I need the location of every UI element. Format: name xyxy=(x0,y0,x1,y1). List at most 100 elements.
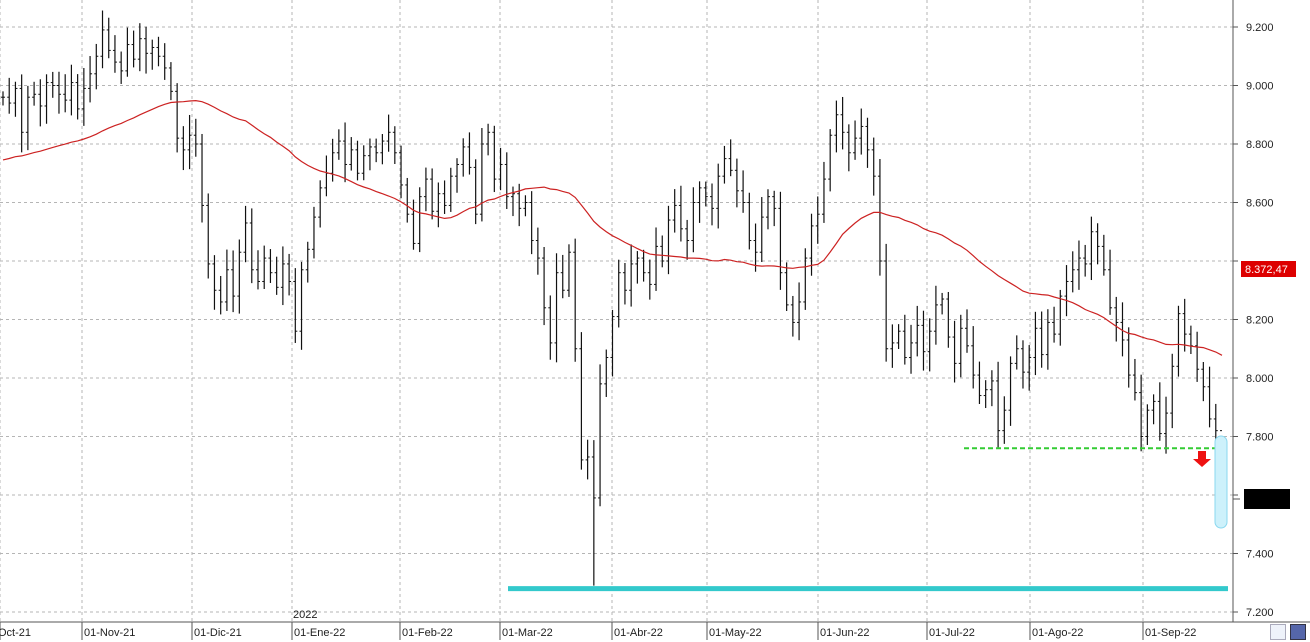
ohlc-bar xyxy=(722,145,727,184)
ohlc-bar xyxy=(710,183,715,226)
ohlc-bar xyxy=(299,261,304,350)
ohlc-bar xyxy=(162,43,167,80)
ohlc-bar xyxy=(417,187,422,253)
ohlc-bar xyxy=(374,138,379,163)
ohlc-bar xyxy=(759,197,764,263)
ohlc-bar xyxy=(741,170,746,213)
ohlc-bar xyxy=(1014,335,1019,370)
ohlc-bar xyxy=(492,125,497,193)
ohlc-bar xyxy=(1126,327,1131,388)
ohlc-bar xyxy=(25,85,30,151)
ohlc-bar xyxy=(1020,340,1025,389)
ohlc-bar xyxy=(63,74,68,113)
ohlc-bar xyxy=(231,250,236,313)
ohlc-bar xyxy=(1132,358,1137,401)
ohlc-bar xyxy=(604,349,609,397)
save-icon[interactable] xyxy=(1290,624,1306,640)
ohlc-bar xyxy=(579,332,584,470)
ohlc-bar xyxy=(75,74,80,120)
ohlc-bar xyxy=(685,219,690,260)
ohlc-bar xyxy=(915,305,920,357)
ohlc-bar xyxy=(697,181,702,223)
ohlc-bar xyxy=(212,255,217,310)
ohlc-bar xyxy=(411,199,416,250)
ohlc-bar xyxy=(1114,296,1119,342)
ohlc-bar xyxy=(1095,223,1100,265)
ohlc-bar xyxy=(436,182,441,228)
ohlc-bar xyxy=(311,206,316,259)
ohlc-bar xyxy=(554,253,559,363)
ohlc-bar xyxy=(884,243,889,362)
ohlc-bar xyxy=(1108,249,1113,315)
ohlc-bar xyxy=(336,129,341,160)
y-tick-label: 8.200 xyxy=(1246,315,1274,327)
toolbar xyxy=(1270,624,1306,640)
grid-lines xyxy=(0,0,1233,622)
ohlc-bar xyxy=(44,74,49,124)
ohlc-bar xyxy=(616,259,621,328)
ohlc-bar xyxy=(691,187,696,253)
ohlc-bar xyxy=(859,108,864,155)
ohlc-bar xyxy=(566,244,571,297)
ohlc-bar xyxy=(7,77,12,114)
ohlc-bar xyxy=(890,324,895,368)
ohlc-bar xyxy=(349,137,354,171)
x-tick-label: 01-Jul-22 xyxy=(929,627,975,639)
ohlc-bar xyxy=(660,235,665,268)
x-tick-label: 01-Abr-22 xyxy=(614,627,663,639)
ohlc-bar xyxy=(187,114,192,170)
y-tick-label: 8.600 xyxy=(1246,198,1274,210)
ohlc-bar xyxy=(168,62,173,101)
ohlc-bar xyxy=(1120,302,1125,357)
y-tick-label: 8.000 xyxy=(1246,373,1274,385)
price-badge-black xyxy=(1244,489,1290,509)
moving-average-line xyxy=(2,99,1223,356)
ohlc-bar xyxy=(1195,331,1200,382)
ohlc-bar xyxy=(200,133,205,223)
x-tick-label: 01-Mar-22 xyxy=(502,627,553,639)
y-tick-label: 7.800 xyxy=(1246,432,1274,444)
ohlc-bar xyxy=(19,74,24,153)
ohlc-bar xyxy=(591,440,596,586)
ohlc-bar xyxy=(983,380,988,409)
ohlc-bar xyxy=(1139,374,1144,452)
ohlc-bar xyxy=(100,10,105,69)
ohlc-bar xyxy=(902,314,907,365)
ohlc-bar xyxy=(535,227,540,275)
ohlc-bar xyxy=(728,139,733,177)
ohlc-bar xyxy=(1083,244,1088,277)
ohlc-bar xyxy=(778,191,783,290)
ohlc-bar xyxy=(940,292,945,315)
down-arrow-icon xyxy=(1193,451,1211,467)
ohlc-bar xyxy=(853,120,858,160)
ohlc-bar xyxy=(455,158,460,193)
ohlc-bar xyxy=(772,190,777,227)
ohlc-bar xyxy=(896,324,901,349)
ohlc-bar xyxy=(56,71,61,114)
ohlc-bar xyxy=(1182,298,1187,352)
ohlc-bar xyxy=(430,168,435,220)
ohlc-bar xyxy=(361,145,366,181)
ohlc-bar xyxy=(206,193,211,279)
x-tick-label: 01-Ago-22 xyxy=(1032,627,1083,639)
ohlc-bar xyxy=(846,124,851,172)
ohlc-bar xyxy=(399,145,404,199)
chart-settings-icon[interactable] xyxy=(1270,624,1286,640)
ohlc-bar xyxy=(840,96,845,150)
ohlc-bar xyxy=(1201,361,1206,402)
ohlc-bar xyxy=(542,246,547,326)
x-tick-label: 01-Sep-22 xyxy=(1145,627,1196,639)
x-tick-label: 01-Ene-22 xyxy=(294,627,345,639)
ohlc-bar xyxy=(952,320,957,383)
ohlc-bar xyxy=(181,126,186,171)
ohlc-bar xyxy=(921,310,926,371)
ohlc-bar xyxy=(622,262,627,305)
ohlc-bar xyxy=(672,189,677,233)
ohlc-bar xyxy=(448,167,453,212)
ohlc-bar xyxy=(249,208,254,284)
ohlc-bar xyxy=(255,250,260,290)
ohlc-bar xyxy=(137,23,142,72)
ohlc-bar xyxy=(1070,251,1075,293)
ohlc-bar xyxy=(523,195,528,217)
ohlc-bar xyxy=(877,159,882,276)
